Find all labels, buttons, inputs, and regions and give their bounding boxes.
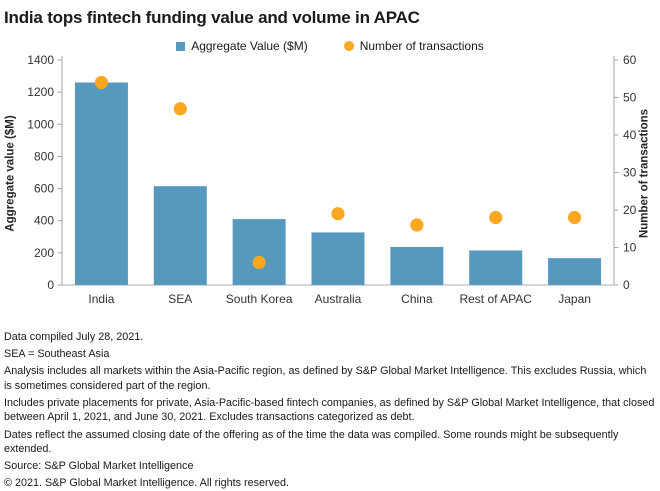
x-axis-label: Rest of APAC [459,292,532,306]
bar-india [74,82,128,285]
dual-axis-bar-chart: 0 200 400 600 800 1000 1200 1400 0 10 20 30 40 50 60 In… [27,55,637,306]
y-axis-right-tick-label: 10 [623,241,637,255]
transactions-dot-india [94,75,109,90]
page-title: India tops fintech funding value and vol… [4,8,420,27]
y-axis-right-tick-label: 20 [623,203,637,217]
y-axis-left-tick-label: 800 [34,149,54,163]
x-axis-label: South Korea [226,292,293,306]
y-axis-right-tick-label: 60 [623,55,637,67]
footnote-line: © 2021. S&P Global Market Intelligence. … [4,477,290,490]
footnote-line: Includes private placements for private,… [4,396,655,424]
bar-china [390,246,444,285]
x-axis-label: India [88,292,114,306]
x-axis-label: SEA [168,292,192,306]
legend-label-transactions: Number of transactions [359,39,484,53]
bar-sea [153,186,207,285]
footnote-line: Analysis includes all markets within the… [4,365,647,392]
y-axis-left-tick-label: 600 [34,182,54,196]
legend-item-transactions: Number of transactions [343,39,484,53]
chart-legend: Aggregate Value ($M) Number of transacti… [0,39,660,53]
footnotes: Data compiled July 28, 2021. SEA = Southe… [4,330,656,491]
y-axis-right-tick-label: 50 [623,91,637,105]
x-axis-label: Japan [558,292,591,306]
bar-australia [311,232,365,285]
y-axis-right-tick-label: 0 [623,278,630,292]
y-axis-left-tick-label: 1400 [27,55,54,67]
legend-label-aggregate-value: Aggregate Value ($M) [191,39,308,53]
transactions-dot-australia [331,207,345,221]
transactions-dot-rest-of-apac [489,210,503,225]
y-axis-left-tick-label: 1000 [27,117,54,131]
y-axis-right-tick-label: 40 [623,128,637,142]
footnote-line: Data compiled July 28, 2021. [4,331,144,343]
y-axis-title-left: Aggregate value ($M) [4,115,17,232]
bar-japan [548,258,602,285]
footnote-line: Dates reflect the assumed closing date o… [4,428,619,456]
bar-rest-of-apac [469,250,523,285]
transactions-dot-sea [173,102,187,116]
y-axis-left-tick-label: 0 [47,278,54,292]
legend-circle-icon [343,41,354,51]
y-axis-right-tick-label: 30 [623,166,637,180]
legend-item-aggregate-value: Aggregate Value ($M) [176,39,308,53]
footnote-line: SEA = Southeast Asia [4,348,110,361]
transactions-dot-china [410,218,424,232]
x-axis-label: Australia [315,292,362,306]
legend-square-icon [176,41,186,51]
bar-south-korea [232,219,286,285]
x-axis-label: China [401,292,433,306]
transactions-dot-south-korea [252,255,266,270]
y-axis-left-tick-label: 1200 [27,85,54,99]
footnote-line: Source: S&P Global Market Intelligence [4,460,194,473]
y-axis-left-tick-label: 400 [34,214,54,228]
y-axis-title-right: Number of transactions [638,108,651,239]
y-axis-left-tick-label: 200 [34,246,54,260]
transactions-dot-japan [567,210,582,225]
